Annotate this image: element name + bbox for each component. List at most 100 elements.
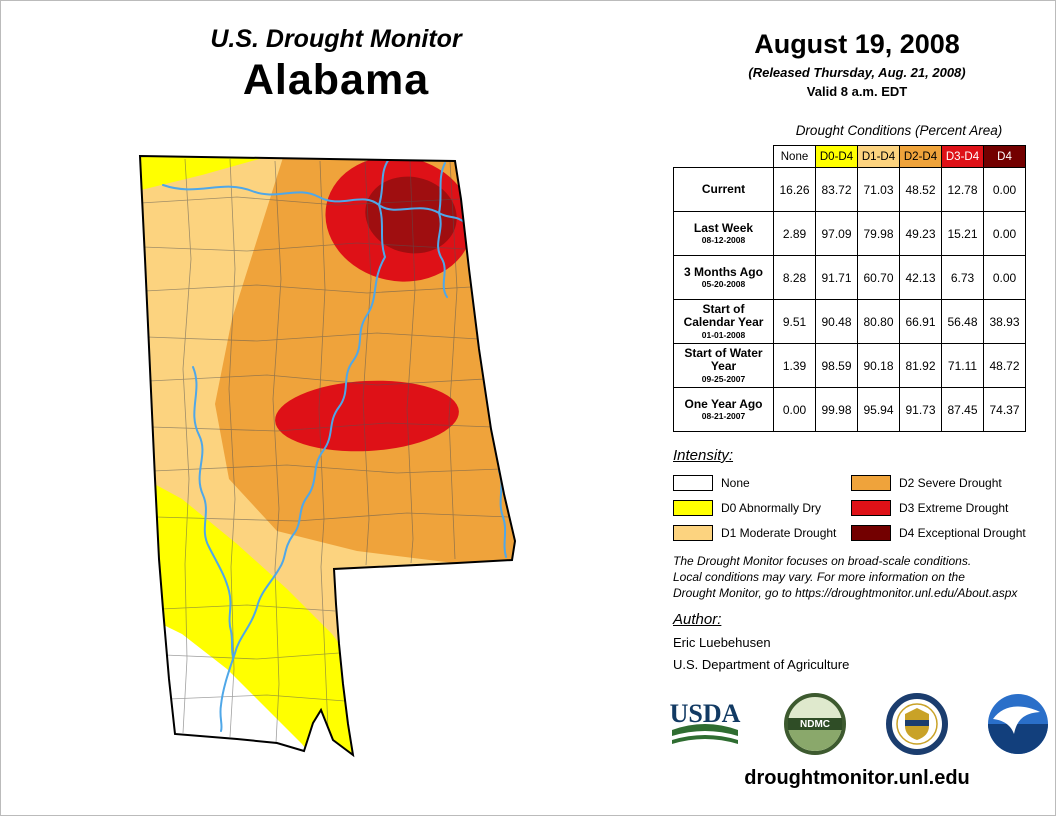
region-d0-northwest-sliver [140,156,277,191]
value-cell: 12.78 [941,167,984,212]
legend-title: Intensity: [673,447,734,464]
legend-swatch [673,499,713,516]
value-cell: 56.48 [941,299,984,344]
table-caption: Drought Conditions (Percent Area) [795,123,1003,138]
monitor-title: U.S. Drought Monitor [210,25,462,53]
author-organization: U.S. Department of Agriculture [673,657,850,672]
table-row: Last Week 08-12-2008 2.89 97.09 79.98 49.23 15… [673,211,1026,256]
valid-time: Valid 8 a.m. EDT [806,84,908,99]
legend-item: D3 Extreme Drought [851,495,1026,520]
legend-swatch [673,474,713,491]
legend-label: D2 Severe Drought [899,475,1002,490]
column-header-d2-d4: D2-D4 [899,145,942,168]
table-row: One Year Ago 08-21-2007 0.00 99.98 95.94 91.7… [673,387,1026,432]
disclaimer-line: Local conditions may vary. For more info… [673,569,965,584]
rivers [162,158,507,732]
value-cell: 90.48 [815,299,858,344]
legend-label: D4 Exceptional Drought [899,525,1026,540]
row-label: One Year Ago 08-21-2007 [673,387,774,432]
value-cell: 0.00 [983,211,1026,256]
table-body: Current 16.26 83.72 71.03 48.52 12.78 0.00 Last… [673,167,1026,432]
disclaimer-line: The Drought Monitor focuses on broad-sca… [673,554,972,568]
value-cell: 8.28 [773,255,816,300]
row-label: Current [673,167,774,212]
legend-item: None [673,470,851,495]
date-block: August 19, 2008 (Released Thursday, Aug.… [661,29,1053,99]
tombigbee-river [192,366,234,658]
value-cell: 80.80 [857,299,900,344]
value-cell: 15.21 [941,211,984,256]
legend-item: D0 Abnormally Dry [673,495,851,520]
value-cell: 91.71 [815,255,858,300]
site-url: droughtmonitor.unl.edu [744,767,970,789]
row-date: 01-01-2008 [701,329,746,340]
release-date: (Released Thursday, Aug. 21, 2008) [748,65,966,80]
legend-label: D3 Extreme Drought [899,500,1009,515]
disclaimer-line: Drought Monitor, go to https://droughtmo… [673,585,1018,600]
value-cell: 71.03 [857,167,900,212]
value-cell: 49.23 [899,211,942,256]
commerce-shield-band [904,720,929,726]
usda-logo: USDA [670,699,741,744]
legend-label: D1 Moderate Drought [721,525,837,540]
alabama-river [219,204,386,732]
state-title: Alabama [242,56,430,104]
legend-swatch [673,524,713,541]
column-header-d3-d4: D3-D4 [941,145,984,168]
column-header-d4: D4 [983,145,1026,168]
table-row: 3 Months Ago 05-20-2008 8.28 91.71 60.70 42.1… [673,255,1026,300]
value-cell: 95.94 [857,387,900,432]
value-cell: 48.72 [983,343,1026,388]
legend-swatch [851,524,891,541]
ndmc-banner [788,718,843,730]
region-none [140,607,342,755]
legend-swatch [851,499,891,516]
usda-swoosh-icon [672,724,738,736]
map-date: August 19, 2008 [754,29,960,59]
river-northeast-branch [437,162,448,298]
disclaimer-text: The Drought Monitor focuses on broad-sca… [673,554,1056,601]
value-cell: 0.00 [983,255,1026,300]
commerce-seal-logo [885,693,948,755]
left-title-block: U.S. Drought Monitor Alabama [129,25,543,105]
value-cell: 66.91 [899,299,942,344]
row-label: Start of Calendar Year 01-01-2008 [673,299,774,344]
legend-label: None [721,475,750,490]
value-cell: 48.52 [899,167,942,212]
agency-logos: USDA NDMC [665,691,1049,757]
row-label: Last Week 08-12-2008 [673,211,774,256]
alabama-drought-map [127,139,551,787]
noaa-bird-icon [992,706,1040,734]
value-cell: 16.26 [773,167,816,212]
row-date: 05-20-2008 [701,278,746,289]
value-cell: 42.13 [899,255,942,300]
value-cell: 0.00 [983,167,1026,212]
legend-col-left: None D0 Abnormally Dry D1 Moderate Drought [673,470,851,545]
value-cell: 81.92 [899,343,942,388]
alabama-map-svg [138,154,517,758]
ndmc-earth-icon [788,724,843,751]
drought-conditions-table: None D0-D4 D1-D4 D2-D4 D3-D4 D4 Current 16.26 8… [673,145,1026,432]
row-label: 3 Months Ago 05-20-2008 [673,255,774,300]
row-date: 08-21-2007 [701,410,746,421]
table-row: Start of Calendar Year 01-01-2008 9.51 90.4… [673,299,1026,344]
usda-swoosh-icon [672,735,738,744]
column-header-d0-d4: D0-D4 [815,145,858,168]
value-cell: 83.72 [815,167,858,212]
author-title: Author: [673,611,722,628]
row-label: Start of Water Year 09-25-2007 [673,343,774,388]
state-outline [138,154,517,758]
value-cell: 74.37 [983,387,1026,432]
value-cell: 90.18 [857,343,900,388]
noaa-sea-icon [987,724,1048,754]
legend-col-right: D2 Severe Drought D3 Extreme Drought D4 Ex… [851,470,1026,545]
ndmc-logo-text: NDMC [800,719,830,730]
author-name: Eric Luebehusen [673,635,771,650]
value-cell: 2.89 [773,211,816,256]
value-cell: 60.70 [857,255,900,300]
row-date: 08-12-2008 [701,234,746,245]
column-header-d1-d4: D1-D4 [857,145,900,168]
value-cell: 87.45 [941,387,984,432]
value-cell: 38.93 [983,299,1026,344]
legend-item: D4 Exceptional Drought [851,520,1026,545]
